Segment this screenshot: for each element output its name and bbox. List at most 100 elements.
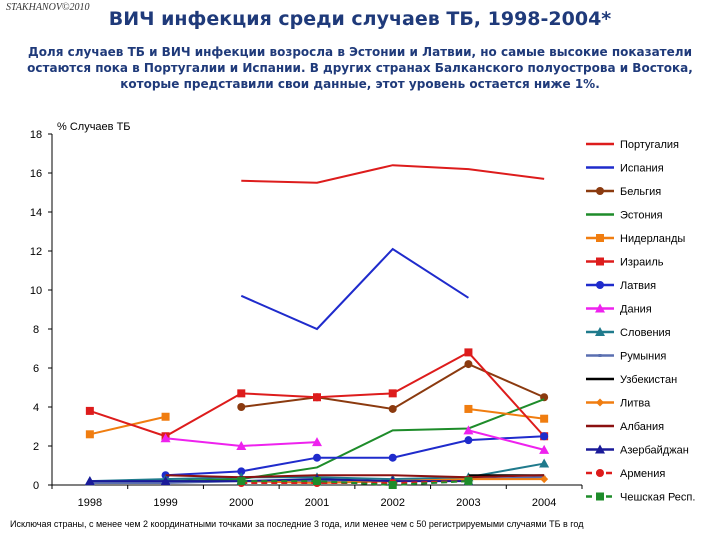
y-tick-label: 14 <box>30 207 42 219</box>
data-point <box>84 476 95 486</box>
subtitle-line: Доля случаев ТБ и ВИЧ инфекции возросла … <box>28 45 692 59</box>
data-point <box>313 393 321 402</box>
chart-legend: Португалия Испания Бельгия Эстония Нидерланд… <box>586 139 695 504</box>
legend-marker <box>596 492 604 501</box>
legend-label: Бельгия <box>620 186 661 198</box>
legend-label: Латвия <box>620 280 656 292</box>
data-point <box>464 477 473 486</box>
y-tick-label: 16 <box>30 168 42 180</box>
data-point <box>160 476 171 486</box>
series-5 <box>85 348 549 441</box>
legend-marker <box>595 327 605 336</box>
series-line <box>241 164 545 184</box>
legend-label: Армения <box>620 468 665 480</box>
legend-label: Узбекистан <box>620 374 677 386</box>
series-line <box>468 429 545 451</box>
data-point <box>160 433 171 443</box>
data-point <box>236 441 247 450</box>
legend-marker <box>596 234 604 242</box>
legend-label: Чешская Респ. <box>620 492 695 504</box>
x-tick-label: 2003 <box>456 497 480 509</box>
subtitle-line: остаются пока в Португалии и Испании. В … <box>27 61 693 75</box>
legend-label: Литва <box>620 398 651 410</box>
data-point <box>540 475 549 484</box>
legend-label: Нидерланды <box>620 233 685 245</box>
legend-marker <box>596 257 604 266</box>
y-tick-label: 12 <box>30 246 42 258</box>
y-tick-label: 0 <box>33 480 39 492</box>
data-point <box>464 404 473 413</box>
chart-axes: 0 2 4 6 8 10 12 14 16 18 1998 1999 2000 2001 2002 2003 2… <box>30 121 583 509</box>
y-tick-label: 18 <box>30 129 42 141</box>
series-line <box>165 435 545 477</box>
legend-marker <box>596 469 604 477</box>
data-point <box>237 389 246 398</box>
x-tick-label: 1999 <box>153 497 177 509</box>
data-point <box>237 467 246 476</box>
legend-label: Эстония <box>620 210 663 222</box>
data-point <box>85 406 94 415</box>
legend-marker <box>595 303 605 313</box>
data-point <box>237 403 246 411</box>
data-point <box>540 414 549 423</box>
legend-label: Румыния <box>620 351 666 363</box>
data-point <box>161 412 170 421</box>
legend-marker <box>595 444 605 454</box>
footnote: Исключая страны, с менее чем 2 координат… <box>10 519 584 529</box>
data-point <box>464 360 473 369</box>
x-tick-label: 2000 <box>229 497 253 509</box>
data-point <box>237 477 246 486</box>
legend-label: Азербайджан <box>620 445 689 457</box>
y-tick-label: 4 <box>33 402 39 414</box>
legend-label: Испания <box>620 163 664 175</box>
data-point <box>388 453 397 462</box>
legend-label: Португалия <box>620 139 679 151</box>
legend-label: Словения <box>620 327 671 339</box>
legend-marker <box>596 187 604 195</box>
data-point <box>312 437 322 447</box>
series-15 <box>237 477 473 489</box>
legend-label: Дания <box>620 304 652 316</box>
legend-label: Албания <box>620 421 664 433</box>
data-point <box>388 404 397 413</box>
data-point <box>464 436 473 445</box>
series-line <box>89 415 166 436</box>
data-point <box>463 425 474 435</box>
series-1 <box>240 247 469 331</box>
series-7 <box>160 425 550 454</box>
series-line <box>240 247 469 331</box>
y-axis-label: % Случаев ТБ <box>57 121 131 133</box>
legend-marker <box>596 281 604 289</box>
data-point <box>539 444 550 454</box>
slide-title: ВИЧ инфекция среди случаев ТБ, 1998-2004… <box>108 8 612 30</box>
series-line <box>468 407 545 420</box>
y-tick-label: 2 <box>33 441 39 453</box>
y-tick-label: 6 <box>33 363 39 375</box>
data-point <box>313 477 321 486</box>
x-tick-label: 2004 <box>532 497 556 509</box>
data-point <box>388 481 397 489</box>
data-point <box>464 348 473 357</box>
x-tick-label: 2002 <box>380 497 404 509</box>
subtitle-line: которые представили свои данные, этот ур… <box>120 77 600 91</box>
series-line <box>241 480 469 487</box>
brand-watermark: STAKHANOV©2010 <box>6 2 90 13</box>
series-2 <box>237 360 549 413</box>
data-point <box>539 458 550 468</box>
x-tick-label: 1998 <box>78 497 102 509</box>
data-point <box>313 453 321 462</box>
y-tick-label: 10 <box>30 285 42 297</box>
series-line <box>89 478 469 483</box>
y-tick-label: 8 <box>33 324 39 336</box>
legend-marker <box>596 398 604 407</box>
chart-plot-area <box>84 164 550 489</box>
series-0 <box>241 164 545 184</box>
x-tick-label: 2001 <box>305 497 329 509</box>
legend-marker <box>598 354 602 357</box>
data-point <box>388 389 397 398</box>
series-12 <box>165 474 545 479</box>
series-line <box>165 474 545 479</box>
data-point <box>540 432 549 441</box>
data-point <box>85 430 94 439</box>
